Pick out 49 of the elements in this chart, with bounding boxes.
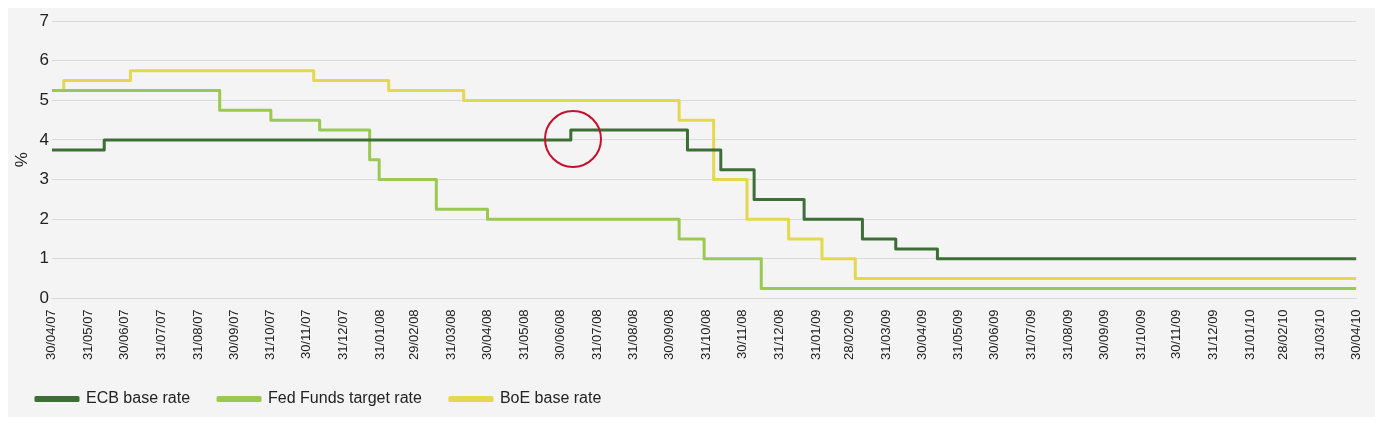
x-tick-label: 28/02/09	[840, 309, 856, 361]
x-tick-label: 30/04/09	[913, 309, 929, 361]
y-axis-title: %	[11, 152, 31, 168]
x-tick-label: 31/10/07	[262, 309, 278, 361]
x-tick-label: 30/11/09	[1168, 309, 1184, 360]
x-tick-label: 29/02/08	[406, 309, 422, 361]
x-tick-label: 30/04/08	[479, 309, 495, 361]
x-tick-label: 30/04/10	[1347, 309, 1363, 361]
y-tick-label: 4	[39, 129, 49, 149]
x-tick-label: 31/12/08	[770, 309, 786, 361]
x-tick-label: 31/05/07	[80, 309, 96, 361]
y-tick-label: 1	[39, 248, 49, 268]
x-tick-label: 31/01/08	[371, 309, 387, 361]
x-tick-label: 31/10/08	[698, 309, 714, 361]
x-tick-label: 30/09/09	[1095, 309, 1111, 361]
x-tick-label: 31/08/08	[625, 309, 641, 361]
x-tick-label: 30/11/07	[298, 309, 314, 360]
x-tick-label: 31/01/09	[807, 309, 823, 361]
x-tick-label: 31/03/10	[1312, 309, 1328, 361]
x-tick-label: 30/04/07	[43, 309, 59, 361]
x-tick-label: 31/08/09	[1059, 309, 1075, 361]
x-tick-label: 30/09/08	[661, 309, 677, 361]
x-tick-label: 28/02/10	[1275, 309, 1291, 361]
x-tick-label: 31/10/09	[1132, 309, 1148, 361]
x-tick-label: 31/07/08	[588, 309, 604, 361]
x-tick-label: 31/03/09	[877, 309, 893, 361]
x-tick-label: 31/07/09	[1023, 309, 1039, 361]
x-tick-label: 31/03/08	[443, 309, 459, 361]
x-tick-label: 30/09/07	[225, 309, 241, 361]
y-tick-label: 6	[39, 50, 49, 70]
y-tick-label: 0	[39, 288, 49, 308]
x-tick-label: 30/06/08	[551, 309, 567, 361]
legend-label: Fed Funds target rate	[268, 389, 423, 407]
x-tick-label: 31/07/07	[152, 309, 168, 361]
x-tick-label: 30/06/09	[986, 309, 1002, 361]
x-tick-label: 31/05/08	[515, 309, 531, 361]
x-tick-label: 31/01/10	[1242, 309, 1258, 361]
legend-label: BoE base rate	[499, 389, 602, 407]
x-tick-label: 31/05/09	[950, 309, 966, 361]
y-tick-label: 5	[39, 90, 49, 110]
y-tick-label: 7	[39, 10, 49, 30]
x-tick-label: 31/08/07	[189, 309, 205, 361]
x-tick-label: 31/12/07	[335, 309, 351, 361]
y-tick-label: 3	[39, 169, 49, 189]
x-tick-label: 30/06/07	[116, 309, 132, 361]
legend-label: ECB base rate	[86, 389, 191, 407]
x-tick-label: 30/11/08	[733, 309, 749, 360]
x-tick-label: 31/12/09	[1205, 309, 1221, 361]
y-tick-label: 2	[39, 208, 49, 228]
